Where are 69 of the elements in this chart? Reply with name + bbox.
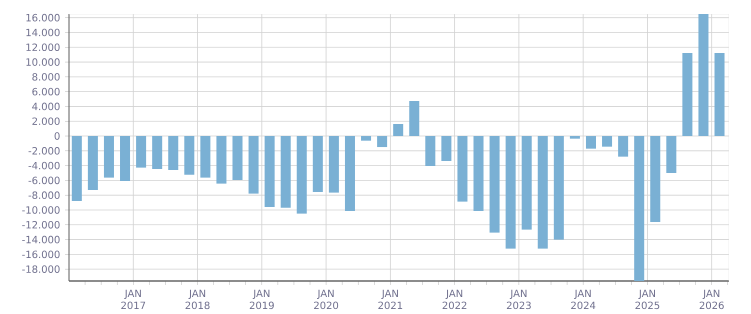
x-tick-label: JAN 2017 <box>121 290 146 310</box>
bar <box>136 136 146 168</box>
bar <box>586 136 596 149</box>
x-tick-label: JAN 2020 <box>314 290 338 310</box>
bar <box>184 136 194 175</box>
bar <box>361 136 372 141</box>
bar <box>698 14 708 136</box>
bar <box>538 136 548 249</box>
y-tick-label: -12.000 <box>22 221 60 229</box>
x-tick-label: JAN 2021 <box>378 290 402 310</box>
x-tick-label: JAN 2018 <box>186 290 210 310</box>
bar <box>377 136 388 148</box>
bar <box>88 136 98 190</box>
y-tick-label: -14.000 <box>22 236 60 244</box>
bar <box>104 136 114 178</box>
y-tick-label: 8.000 <box>32 73 60 81</box>
y-tick-label: -10.000 <box>22 206 60 214</box>
bar <box>216 136 226 184</box>
bar <box>425 136 436 166</box>
bar <box>570 136 580 139</box>
bar <box>264 136 275 208</box>
bar <box>602 136 612 147</box>
x-tick-label: JAN 2023 <box>506 290 531 310</box>
bar <box>522 136 532 230</box>
y-tick-label: -8.000 <box>28 192 60 200</box>
bar <box>666 136 676 174</box>
bar <box>120 136 130 182</box>
y-tick-label: -2.000 <box>28 147 60 155</box>
x-tick-label: JAN 2019 <box>250 290 274 310</box>
bar <box>457 136 468 202</box>
bar <box>554 136 564 240</box>
bar <box>682 53 692 136</box>
bar <box>72 136 82 202</box>
y-tick-label: 4.000 <box>32 102 60 110</box>
bar <box>328 136 339 193</box>
bar <box>312 136 323 192</box>
bar <box>490 136 500 233</box>
y-tick-label: 12.000 <box>26 44 60 52</box>
y-tick-label: 0 <box>54 132 60 140</box>
bar <box>232 136 243 180</box>
bar <box>506 136 516 249</box>
x-tick-label: JAN 2024 <box>571 290 596 310</box>
bar <box>296 136 307 214</box>
y-tick-label: -4.000 <box>28 162 60 170</box>
bar <box>248 136 259 194</box>
bar <box>473 136 484 212</box>
bar <box>618 136 628 157</box>
y-tick-label: -16.000 <box>22 250 60 258</box>
x-tick-label: JAN 2022 <box>442 290 466 310</box>
bar <box>168 136 178 170</box>
bar <box>393 124 404 136</box>
y-tick-label: 14.000 <box>26 28 60 36</box>
bar <box>634 136 644 282</box>
bar <box>650 136 660 222</box>
bar <box>409 101 420 136</box>
bar <box>280 136 291 208</box>
bar <box>200 136 210 178</box>
y-tick-label: 6.000 <box>32 88 60 96</box>
bar <box>441 136 452 162</box>
bar <box>152 136 162 170</box>
y-tick-label: 2.000 <box>32 118 60 126</box>
x-tick-label: JAN 2026 <box>700 290 724 310</box>
y-tick-label: 10.000 <box>26 58 60 66</box>
bar <box>714 53 725 136</box>
x-tick-label: JAN 2025 <box>635 290 660 310</box>
bar <box>344 136 355 212</box>
y-tick-label: 16.000 <box>26 14 60 22</box>
y-tick-label: -18.000 <box>22 266 60 274</box>
y-tick-label: -6.000 <box>28 176 60 184</box>
